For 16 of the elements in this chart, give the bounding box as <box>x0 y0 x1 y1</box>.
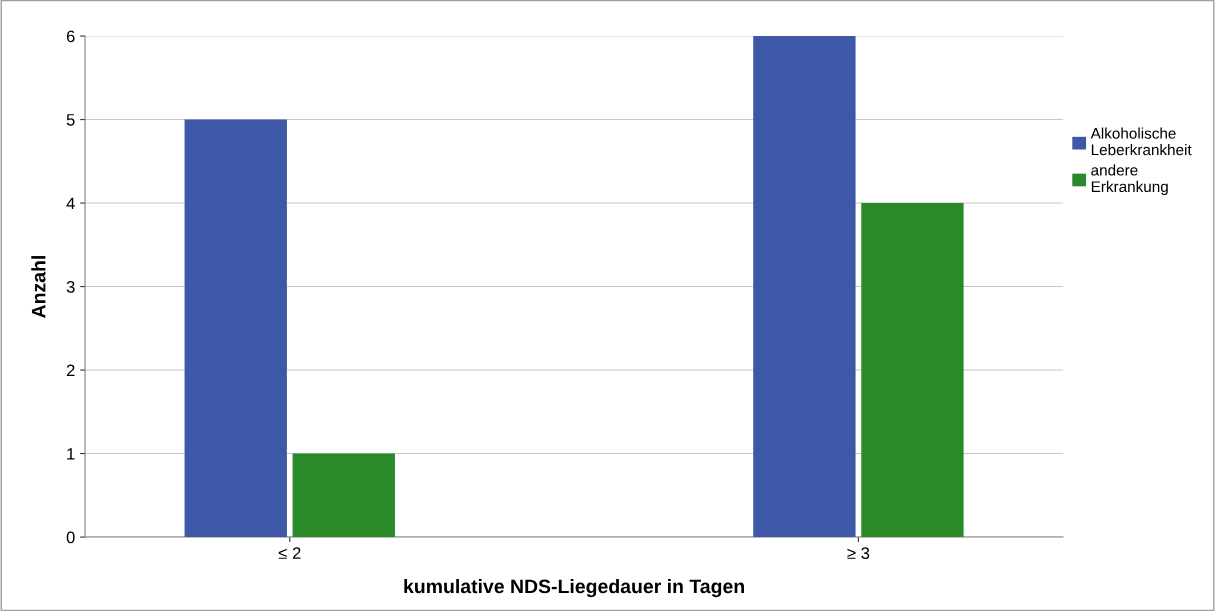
x-axis-title: kumulative NDS-Liegedauer in Tagen <box>404 578 744 598</box>
x-tick-label: ≤ 2 <box>278 547 301 559</box>
legend-label: andere Erkrankung <box>1091 164 1168 196</box>
x-tick-label: ≥ 3 <box>847 547 870 560</box>
y-tick-label: 0 <box>66 531 75 544</box>
y-tick-label: 3 <box>66 280 75 293</box>
bar <box>292 453 395 538</box>
y-tick-label: 1 <box>67 448 75 460</box>
bar <box>753 36 856 538</box>
y-tick-label: 6 <box>66 30 75 43</box>
bar <box>184 119 287 538</box>
y-tick-label: 4 <box>66 197 75 210</box>
y-tick-label: 2 <box>66 364 75 377</box>
y-tick-label: 5 <box>66 114 75 126</box>
y-axis-title: Anzahl <box>31 256 46 318</box>
bar <box>861 203 964 538</box>
